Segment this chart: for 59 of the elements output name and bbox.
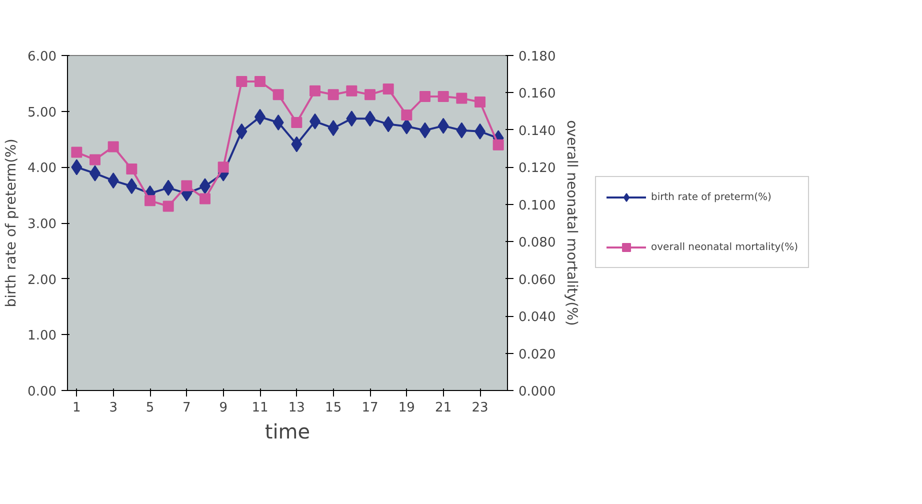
point [181,180,192,192]
y2-tick-label: 0.120 [518,161,556,176]
point [126,164,138,175]
point [254,76,266,88]
point [108,141,119,152]
x-axis-title: time [264,420,310,444]
point [328,89,339,100]
y2-tick-label: 0.040 [518,310,556,326]
point [420,90,430,102]
y2-tick-label: 0.100 [518,198,556,214]
y2-tick-label: 0.160 [518,86,556,102]
point [90,154,100,166]
x-tick-label: 7 [182,400,191,416]
y-tick-label: 3.00 [28,217,57,232]
point [272,89,284,100]
x-tick-label: 15 [325,400,342,416]
point [364,89,376,100]
point [272,114,284,130]
y2-tick-label: 0.060 [518,272,556,288]
x-tick-label: 13 [288,400,305,416]
legend-label: overall neonatal mortality(%) [651,242,798,252]
y-tick-label: 2.00 [28,272,57,288]
y2-tick-label: 0.180 [518,50,556,64]
point [162,200,174,212]
point [474,96,486,108]
point [218,162,229,173]
point [291,117,302,128]
x-tick-label: 19 [398,400,415,416]
x-tick-label: 3 [109,400,118,416]
legend-label: birth rate of preterm(%) [651,192,772,202]
x-tick-label: 1 [72,400,81,416]
point [236,76,248,88]
x-tick-label: 21 [435,400,452,416]
point [456,92,468,104]
point [382,84,394,94]
point [71,146,82,158]
point [200,193,210,204]
point [438,90,449,102]
point [310,85,320,96]
y-axis-title: birth rate of preterm(%) [4,138,20,308]
x-tick-label: 5 [146,400,154,416]
y-tick-label: 4.00 [28,161,57,176]
y2-tick-label: 0.080 [518,236,556,251]
x-tick-label: 17 [362,400,378,416]
x-tick-label: 23 [472,400,488,416]
y-tick-label: 5.00 [28,105,57,120]
point [401,110,412,121]
point [346,85,358,96]
point [492,139,504,150]
y-tick-label: 6.00 [28,50,57,64]
y2-tick-label: 0.140 [518,124,556,139]
y2-axis-title: overall neonatal mortality(%) [564,120,580,326]
y2-tick-label: 0.020 [518,347,556,362]
y-tick-label: 0.00 [28,384,57,400]
x-tick-label: 11 [252,400,268,416]
y-tick-label: 1.00 [28,328,57,344]
point [144,195,156,206]
y2-tick-label: 0.000 [518,384,556,400]
x-tick-label: 9 [219,400,228,416]
